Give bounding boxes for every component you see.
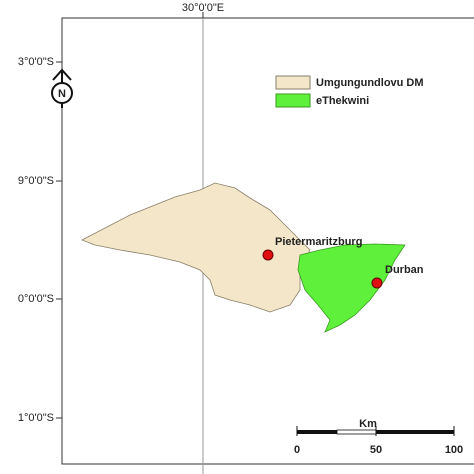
city-label: Pietermaritzburg (275, 236, 362, 248)
scale-label: 0 (294, 444, 300, 456)
scale-unit: Km (359, 418, 377, 430)
north-label: N (58, 88, 66, 100)
north-arrow: N (51, 68, 73, 108)
latitude-label: 1°0'0"S (18, 412, 54, 424)
city-marker (371, 277, 383, 289)
legend-label: eThekwini (316, 95, 369, 107)
city-label: Durban (385, 264, 424, 276)
scale-segment (297, 430, 337, 434)
scale-segment (336, 429, 377, 435)
arrow-head (52, 68, 72, 81)
ethekwini-region (297, 243, 406, 333)
scale-label: 50 (370, 444, 382, 456)
longitude-label: 30°0'0"E (182, 2, 224, 14)
latitude-label: 9°0'0"S (18, 175, 54, 187)
legend-swatch (275, 75, 311, 90)
legend: Umgungundlovu DM eThekwini (275, 75, 424, 108)
city-marker (262, 249, 274, 261)
legend-swatch (275, 93, 311, 108)
umgungundlovu-region (81, 182, 311, 313)
latitude-label: 3°0'0"S (18, 56, 54, 68)
scale-segment (376, 430, 454, 434)
latitude-label: 0°0'0"S (18, 293, 54, 305)
latitude-ticks: 3°0'0"S 9°0'0"S 0°0'0"S 1°0'0"S (18, 56, 62, 424)
scale-label: 100 (445, 444, 463, 456)
arrow-circle (51, 82, 73, 104)
legend-label: Umgungundlovu DM (316, 77, 424, 89)
scale-bar: Km 0 50 100 (294, 418, 463, 456)
